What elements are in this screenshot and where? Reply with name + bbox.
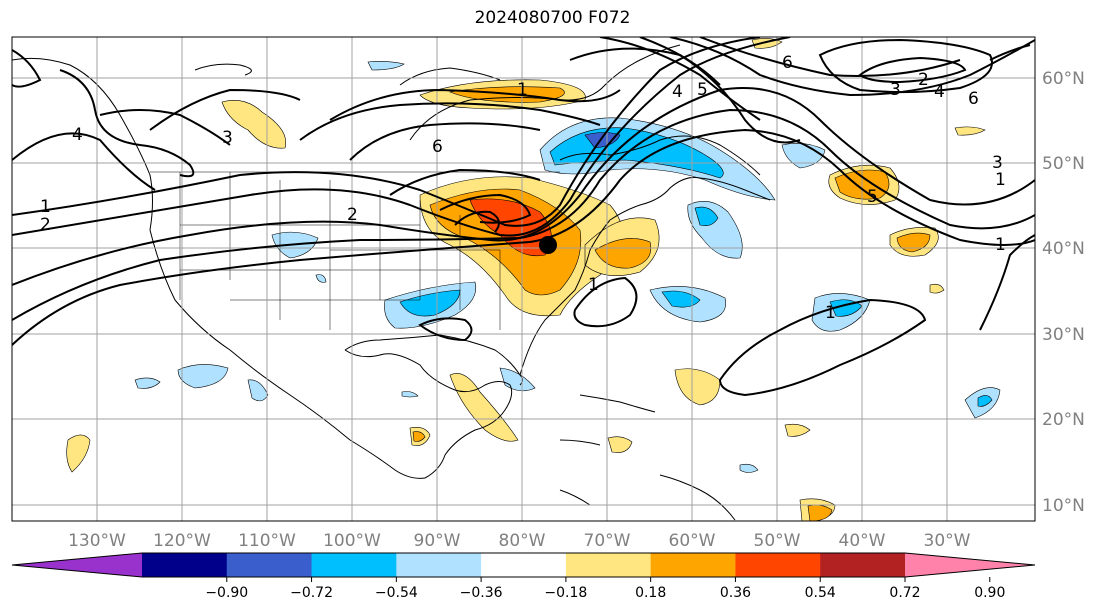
colorbar-tick-label: 0.72: [889, 585, 920, 601]
contour-label: 6: [432, 137, 443, 157]
colorbar-swatch: [481, 553, 567, 577]
colorbar-swatch: [396, 553, 482, 577]
lat-label: 30°N: [1042, 325, 1085, 345]
lon-label: 60°W: [669, 531, 716, 551]
contour-label: 5: [867, 187, 878, 207]
lon-label: 70°W: [584, 531, 631, 551]
height-contours: [12, 37, 1035, 397]
latitude-labels: 60°N 50°N 40°N 30°N 20°N 10°N: [1042, 69, 1085, 516]
colorbar-tick-label: −0.72: [290, 585, 333, 601]
colorbar-tick-label: −0.36: [460, 585, 503, 601]
lat-label: 20°N: [1042, 410, 1085, 430]
contour-label: 1: [995, 170, 1006, 190]
colorbar-tick-label: 0.36: [720, 585, 751, 601]
contour-label: 1: [517, 80, 528, 100]
contour-label: 3: [890, 80, 901, 100]
colorbar-tick-label: 0.54: [805, 585, 836, 601]
map-border: [11, 36, 1036, 522]
colorbar-swatch: [650, 553, 736, 577]
colorbar-tick-label: 0.90: [974, 585, 1005, 601]
contour-label: 1: [588, 275, 599, 295]
lon-label: 90°W: [414, 531, 461, 551]
contour-label: 3: [992, 153, 1003, 173]
contour-label: 4: [72, 125, 83, 145]
colorbar-swatch: [735, 553, 821, 577]
colorbar-extend-high: [905, 553, 1035, 577]
colorbar-tick-label: −0.18: [544, 585, 587, 601]
colorbar-swatch: [142, 553, 228, 577]
contour-labels: 1 2 2 3 4 6 1 1 1 1 1 3 3 2 4 6 5 4 6 5: [40, 53, 1006, 323]
contour-label: 1: [995, 235, 1006, 255]
contour-label: 2: [347, 205, 358, 225]
lon-label: 100°W: [323, 531, 381, 551]
lon-label: 110°W: [238, 531, 296, 551]
colorbar-extend-low: [12, 553, 142, 577]
colorbar-swatch: [820, 553, 906, 577]
lat-label: 50°N: [1042, 154, 1085, 174]
longitude-labels: 130°W 120°W 110°W 100°W 90°W 80°W 70°W 6…: [68, 531, 971, 551]
colorbar-swatch: [565, 553, 652, 577]
contour-label: 6: [782, 53, 793, 73]
contour-label: 4: [934, 82, 945, 102]
lat-label: 10°N: [1042, 496, 1085, 516]
colorbar-tick-label: −0.90: [205, 585, 248, 601]
map-title: 2024080700 F072: [474, 8, 631, 28]
coastlines: [12, 44, 771, 521]
lon-label: 50°W: [754, 531, 801, 551]
lat-label: 60°N: [1042, 69, 1085, 89]
colorbar: [11, 552, 1036, 578]
contour-label: 5: [697, 80, 708, 100]
colorbar-outline: [11, 552, 1036, 578]
contour-label: 4: [672, 82, 683, 102]
lon-label: 130°W: [68, 531, 126, 551]
colorbar-tick-label: 0.18: [635, 585, 666, 601]
lon-label: 80°W: [499, 531, 546, 551]
colorbar-swatch: [311, 553, 397, 577]
contour-label: 6: [968, 89, 979, 109]
lon-label: 30°W: [924, 531, 971, 551]
lat-label: 40°N: [1042, 239, 1085, 259]
contour-label: 3: [222, 128, 233, 148]
contour-label: 2: [40, 215, 51, 235]
lon-label: 40°W: [839, 531, 886, 551]
location-marker-dot: [539, 236, 557, 254]
colorbar-tick-label: −0.54: [375, 585, 418, 601]
colorbar-ticks: −0.90 −0.72 −0.54 −0.36 −0.18 0.18 0.36 0.54 0.7…: [205, 577, 1005, 601]
contour-label: 1: [825, 303, 836, 323]
contour-label: 1: [40, 197, 51, 217]
lon-label: 120°W: [153, 531, 211, 551]
colorbar-swatch: [226, 553, 313, 577]
contour-label: 2: [918, 70, 929, 90]
